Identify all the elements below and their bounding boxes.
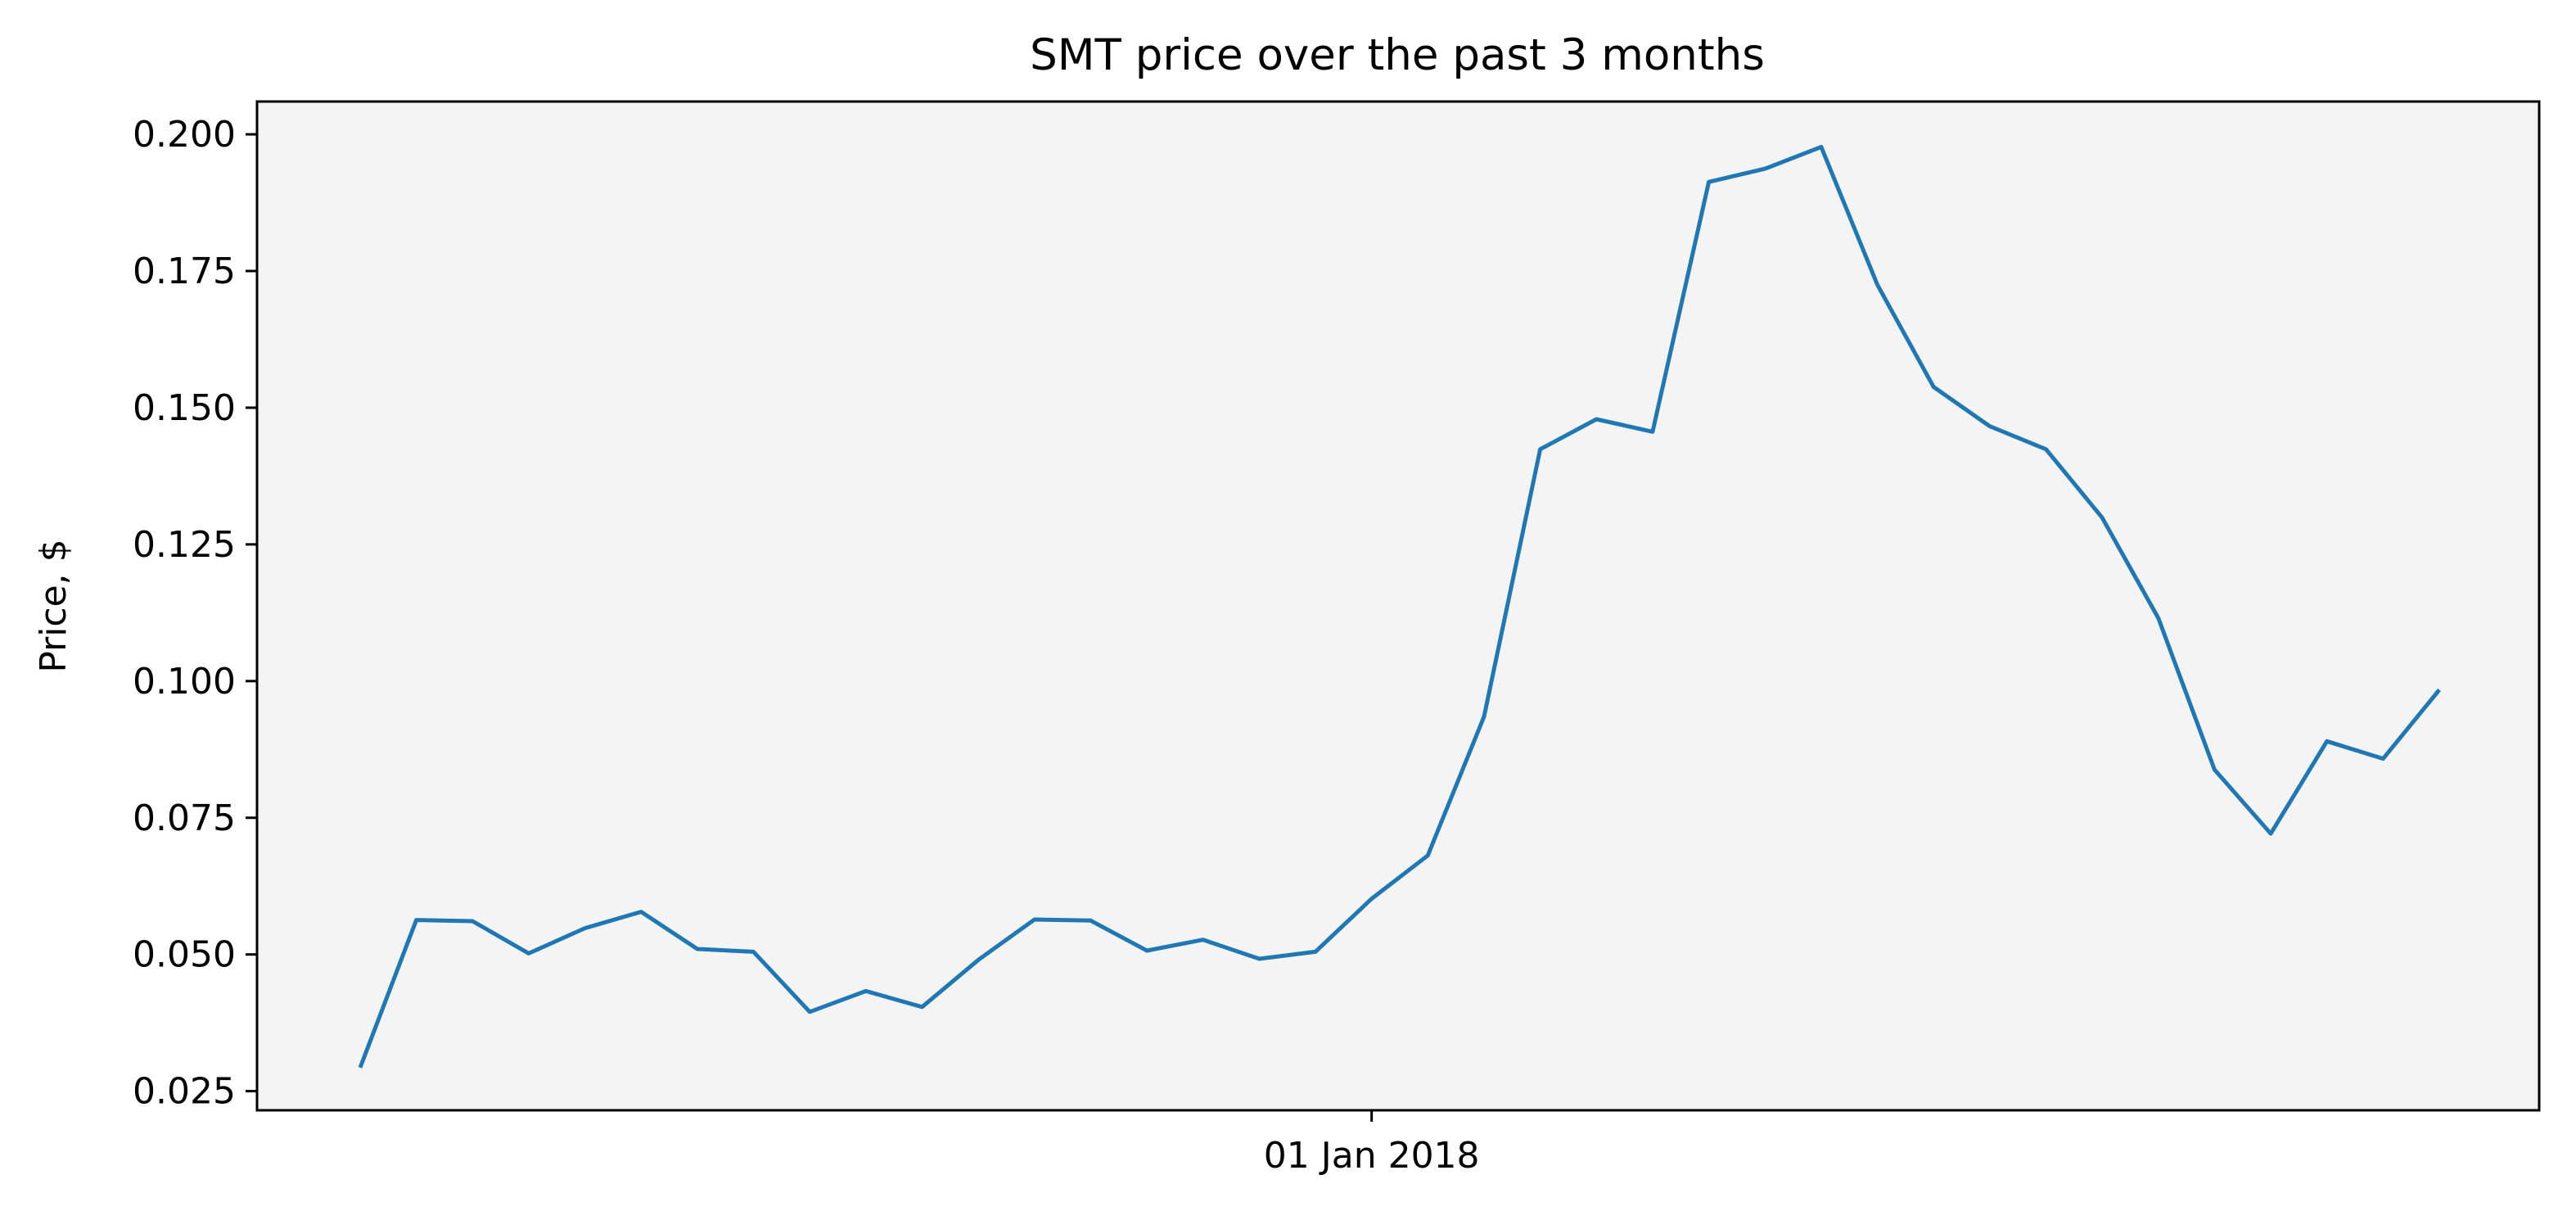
data-point xyxy=(1538,447,1543,452)
y-tick-label: 0.125 xyxy=(133,524,236,566)
data-point xyxy=(1144,948,1149,953)
price-line xyxy=(358,144,2441,1069)
data-point xyxy=(2380,757,2385,761)
data-point xyxy=(1313,949,1318,954)
data-point xyxy=(358,1065,363,1070)
data-point xyxy=(2044,447,2049,452)
data-point xyxy=(1707,179,1712,184)
data-point xyxy=(920,1005,925,1010)
data-point xyxy=(1987,424,1992,429)
data-point xyxy=(1369,897,1374,901)
data-point xyxy=(1032,917,1037,922)
data-point xyxy=(2100,515,2105,520)
y-tick-label: 0.100 xyxy=(133,661,236,703)
y-axis-label: Price, $ xyxy=(33,539,74,672)
y-tick-label: 0.050 xyxy=(133,934,236,976)
data-point xyxy=(1201,938,1206,942)
x-tick-label: 01 Jan 2018 xyxy=(1264,1135,1480,1177)
data-point xyxy=(976,957,981,962)
y-tick-label: 0.200 xyxy=(133,114,236,156)
data-point xyxy=(2325,739,2330,743)
y-axis-ticks: 0.025 0.050 0.075 0.100 0.125 0.150 0.175 0.200 xyxy=(133,114,257,1113)
data-point xyxy=(2212,767,2217,772)
data-point xyxy=(1931,385,1936,390)
data-point xyxy=(526,951,531,956)
y-tick-label: 0.175 xyxy=(133,251,236,292)
y-tick-label: 0.150 xyxy=(133,387,236,429)
data-point xyxy=(583,926,588,931)
data-point xyxy=(1482,714,1487,719)
y-tick-label: 0.075 xyxy=(133,798,236,839)
data-point xyxy=(638,910,643,915)
data-point xyxy=(414,918,419,923)
data-point xyxy=(864,988,868,993)
x-axis-ticks: 01 Jan 2018 xyxy=(1264,1110,1480,1177)
data-point xyxy=(1650,429,1655,434)
data-point xyxy=(1762,166,1767,171)
data-point xyxy=(807,1010,812,1014)
data-point xyxy=(1425,853,1430,858)
plot-frame xyxy=(255,100,2541,1112)
data-point xyxy=(1256,956,1261,961)
data-point xyxy=(2268,831,2273,836)
data-point xyxy=(470,919,475,924)
data-point xyxy=(1819,144,1824,149)
chart-title: SMT price over the past 3 months xyxy=(1030,30,1765,80)
data-point xyxy=(751,949,756,954)
data-point xyxy=(1875,282,1880,287)
y-tick-label: 0.025 xyxy=(133,1071,236,1113)
plot-area xyxy=(257,102,2539,1110)
data-point xyxy=(695,947,700,951)
data-point xyxy=(1594,417,1599,422)
data-point xyxy=(2156,616,2161,621)
data-point xyxy=(2437,688,2442,693)
data-point xyxy=(1088,918,1093,923)
